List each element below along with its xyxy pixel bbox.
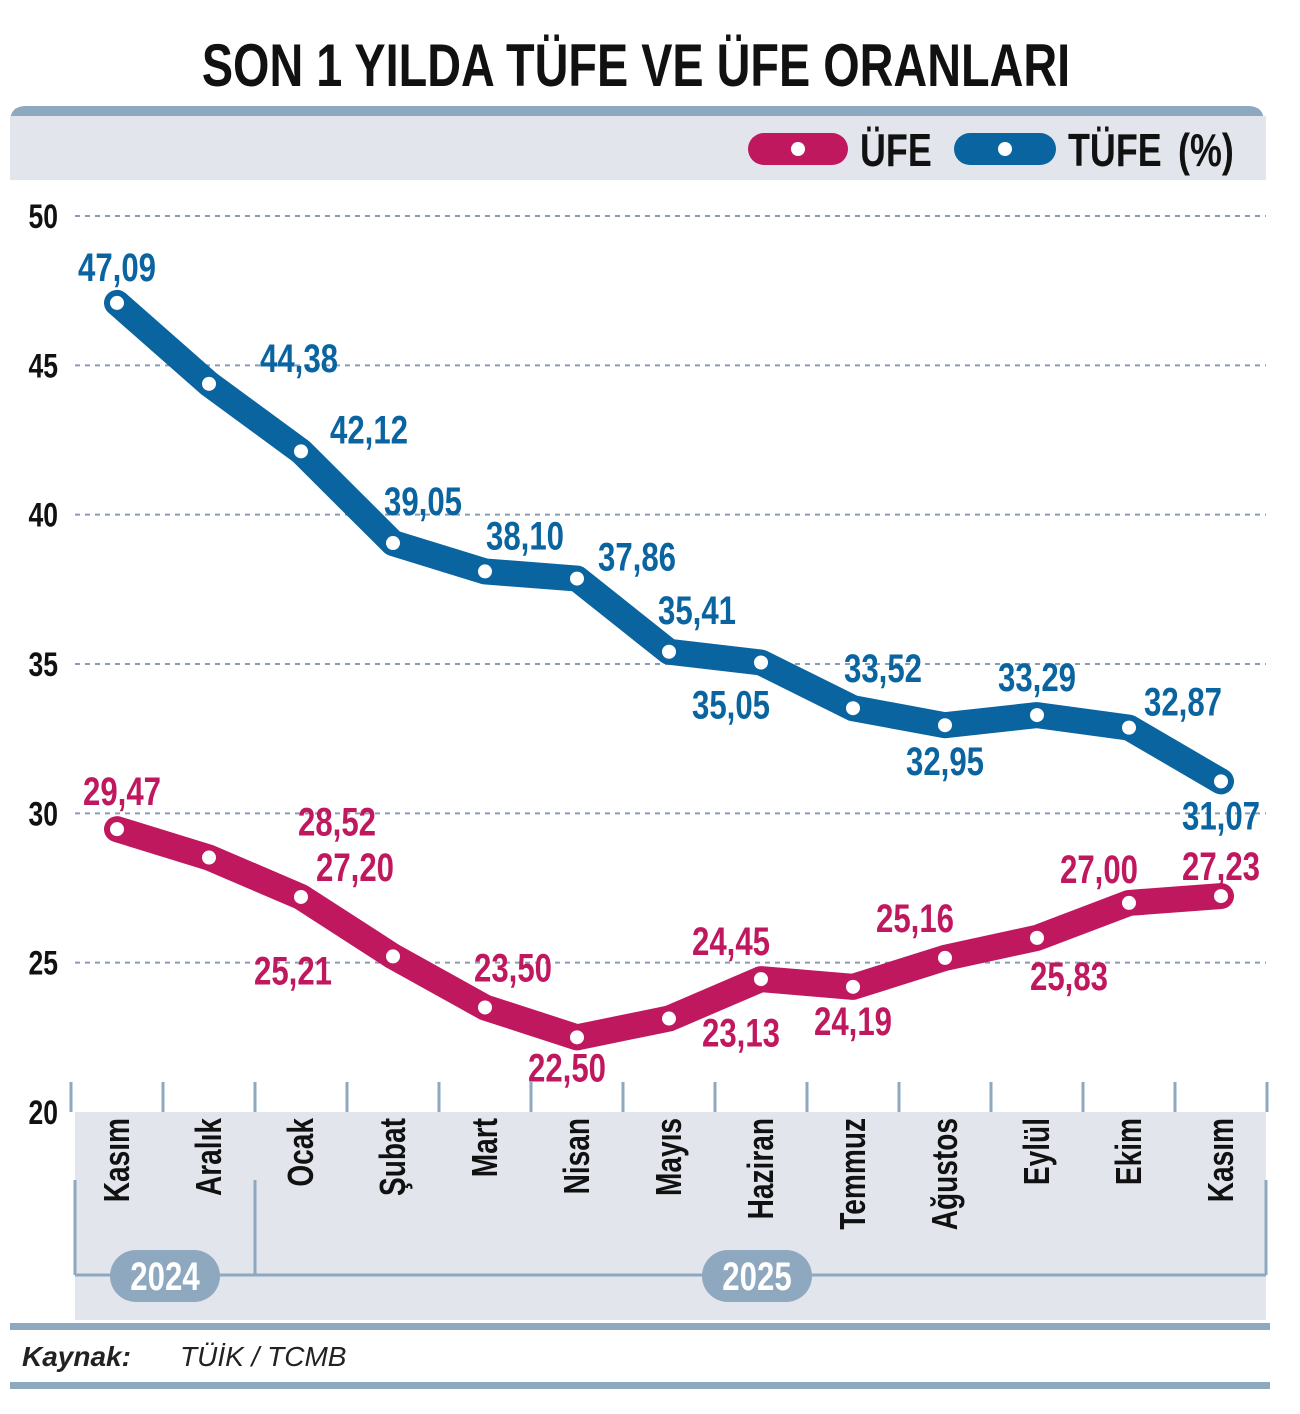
x-tick-label: Nisan bbox=[557, 1118, 597, 1194]
data-point-tüfe bbox=[108, 293, 126, 312]
data-point-tüfe bbox=[200, 374, 218, 393]
grid: 20 25 30 35 40 45 50 bbox=[28, 198, 1266, 1132]
x-axis-band bbox=[75, 1112, 1266, 1320]
data-point-üfe bbox=[292, 887, 310, 906]
y-tick-label: 25 bbox=[28, 945, 58, 983]
data-point-üfe bbox=[108, 820, 126, 839]
data-point-tüfe bbox=[384, 534, 402, 553]
chart-title: SON 1 YILDA TÜFE VE ÜFE ORANLARI bbox=[202, 32, 1070, 99]
x-tick-label: Temmuz bbox=[833, 1118, 873, 1230]
data-point-tüfe bbox=[1212, 772, 1230, 791]
legend: ÜFE TÜFE (%) bbox=[748, 125, 1234, 176]
data-point-üfe bbox=[752, 970, 770, 989]
data-point-üfe bbox=[1028, 928, 1046, 947]
data-point-üfe bbox=[568, 1028, 586, 1047]
y-tick-label: 35 bbox=[28, 646, 58, 684]
data-label-tüfe: 38,10 bbox=[486, 514, 564, 559]
data-label-üfe: 25,16 bbox=[876, 896, 954, 941]
x-tick-label: Haziran bbox=[741, 1118, 781, 1219]
data-label-tüfe: 39,05 bbox=[384, 479, 462, 524]
y-tick-label: 45 bbox=[28, 347, 58, 385]
legend-marker-icon bbox=[791, 142, 805, 156]
data-point-tüfe bbox=[844, 699, 862, 718]
data-point-tüfe bbox=[1028, 706, 1046, 725]
x-tick-label: Aralık bbox=[189, 1118, 229, 1196]
year-pill-2024 bbox=[110, 1250, 220, 1302]
x-tick-label: Ekim bbox=[1109, 1118, 1149, 1185]
data-label-tüfe: 35,05 bbox=[692, 683, 770, 728]
year-pill-2025 bbox=[702, 1250, 812, 1302]
data-point-tüfe bbox=[936, 716, 954, 735]
x-tick-label: Şubat bbox=[373, 1118, 413, 1196]
data-label-üfe: 29,47 bbox=[83, 769, 161, 814]
data-label-tüfe: 35,41 bbox=[658, 588, 736, 633]
data-label-tüfe: 47,09 bbox=[78, 245, 156, 290]
y-tick-label: 20 bbox=[28, 1094, 58, 1132]
legend-band bbox=[10, 116, 1266, 180]
data-label-tüfe: 33,29 bbox=[998, 655, 1076, 700]
y-tick-label: 50 bbox=[28, 198, 58, 236]
data-label-tüfe: 31,07 bbox=[1182, 794, 1260, 839]
data-label-üfe: 27,23 bbox=[1182, 844, 1260, 889]
data-label-tüfe: 44,38 bbox=[260, 336, 338, 381]
data-point-tüfe bbox=[292, 442, 310, 461]
data-label-üfe: 25,21 bbox=[254, 949, 332, 994]
x-tick-label: Eylül bbox=[1017, 1118, 1057, 1185]
data-label-üfe: 22,50 bbox=[528, 1046, 606, 1091]
x-axis: Kasım Aralık Ocak Şubat Mart Nisan Mayıs Hazira… bbox=[69, 1082, 1269, 1302]
legend-unit: (%) bbox=[1178, 125, 1234, 176]
source-value: TÜİK / TCMB bbox=[180, 1341, 346, 1372]
data-label-üfe: 27,20 bbox=[316, 845, 394, 890]
legend-label-üfe: ÜFE bbox=[860, 125, 932, 176]
series-line-üfe bbox=[104, 816, 1234, 1051]
year-label: 2025 bbox=[722, 1254, 791, 1299]
data-point-üfe bbox=[384, 947, 402, 966]
data-label-tüfe: 32,95 bbox=[906, 740, 984, 785]
series-lines bbox=[104, 289, 1234, 1051]
data-label-tüfe: 33,52 bbox=[844, 647, 922, 692]
legend-marker-icon bbox=[998, 142, 1012, 156]
data-label-üfe: 24,45 bbox=[692, 919, 770, 964]
x-tick-label: Kasım bbox=[97, 1118, 137, 1202]
source-label: Kaynak: bbox=[22, 1341, 131, 1372]
data-point-üfe bbox=[200, 848, 218, 867]
data-label-tüfe: 37,86 bbox=[598, 535, 676, 580]
x-tick-label: Ağustos bbox=[925, 1118, 965, 1230]
data-point-üfe bbox=[936, 948, 954, 967]
data-point-üfe bbox=[844, 977, 862, 996]
data-point-üfe bbox=[1120, 893, 1138, 912]
x-tick-label: Kasım bbox=[1201, 1118, 1241, 1202]
data-label-üfe: 25,83 bbox=[1030, 954, 1108, 999]
data-label-üfe: 28,52 bbox=[298, 800, 376, 845]
y-tick-label: 30 bbox=[28, 795, 58, 833]
footer-rule-top bbox=[10, 1323, 1270, 1330]
data-point-üfe bbox=[1212, 887, 1230, 906]
data-point-tüfe bbox=[1120, 718, 1138, 737]
legend-label-tüfe: TÜFE bbox=[1068, 125, 1162, 176]
data-point-tüfe bbox=[568, 569, 586, 588]
year-label: 2024 bbox=[130, 1254, 199, 1299]
x-tick-label: Ocak bbox=[281, 1118, 321, 1187]
data-point-tüfe bbox=[752, 653, 770, 672]
data-point-üfe bbox=[660, 1009, 678, 1028]
data-label-üfe: 27,00 bbox=[1060, 847, 1138, 892]
data-point-tüfe bbox=[660, 642, 678, 661]
data-label-üfe: 24,19 bbox=[814, 999, 892, 1044]
data-point-üfe bbox=[476, 998, 494, 1017]
x-tick-label: Mart bbox=[465, 1118, 505, 1177]
data-label-tüfe: 32,87 bbox=[1144, 680, 1222, 725]
footer-rule-bottom bbox=[10, 1382, 1270, 1389]
data-label-tüfe: 42,12 bbox=[330, 408, 408, 453]
data-point-tüfe bbox=[476, 562, 494, 581]
data-label-üfe: 23,50 bbox=[474, 946, 552, 991]
x-tick-label: Mayıs bbox=[649, 1118, 689, 1196]
data-label-üfe: 23,13 bbox=[702, 1011, 780, 1056]
y-tick-label: 40 bbox=[28, 497, 58, 535]
